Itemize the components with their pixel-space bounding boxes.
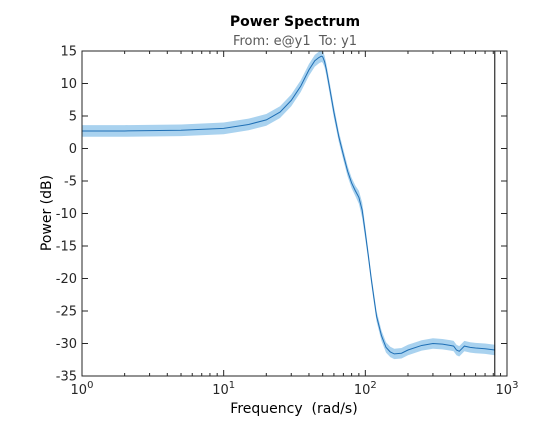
x-tick-label: 101 [212, 380, 235, 398]
plot-area [82, 51, 507, 376]
y-axis-ticks: 15 10 5 0 -5 -10 -15 -20 -25 -30 -35 [56, 45, 507, 385]
x-axis-ticks: 100 101 102 103 [71, 51, 519, 398]
y-tick-label: -30 [56, 337, 77, 352]
y-axis-label: Power (dB) [39, 175, 55, 251]
y-tick-label: -25 [56, 305, 77, 320]
y-tick-label: -15 [56, 240, 77, 255]
y-tick-label: -20 [56, 272, 77, 287]
confidence-band [82, 50, 495, 360]
y-tick-label: 5 [69, 110, 77, 125]
x-axis-label: Frequency (rad/s) [230, 401, 357, 417]
x-tick-label: 100 [71, 380, 94, 398]
y-tick-label: 10 [60, 77, 77, 92]
y-tick-label: -5 [64, 175, 77, 190]
x-tick-label: 102 [354, 380, 377, 398]
spectrum-line [82, 55, 495, 355]
x-tick-label: 103 [496, 380, 519, 398]
plot-marks [82, 50, 495, 360]
y-tick-label: 0 [69, 142, 77, 157]
y-tick-label: -10 [56, 207, 77, 222]
y-tick-label: -35 [56, 370, 77, 385]
chart-subtitle: From: e@y1 To: y1 [233, 34, 357, 49]
chart-title: Power Spectrum [230, 14, 360, 30]
y-tick-label: 15 [60, 45, 77, 60]
